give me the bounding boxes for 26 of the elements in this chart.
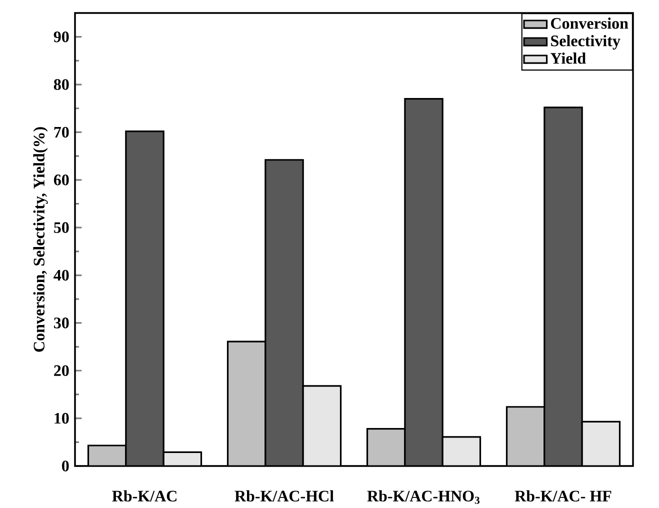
y-tick-label: 50 (54, 222, 69, 233)
y-tick-label: 80 (54, 79, 69, 90)
legend-label: Conversion (551, 18, 628, 29)
bar (303, 386, 341, 466)
y-tick-label: 30 (54, 318, 69, 328)
y-axis-title: Conversion, Selectivity, Yield(%) (33, 127, 48, 352)
x-tick-label: Rb-K/AC- HF (514, 490, 612, 502)
bar (126, 131, 164, 466)
y-tick-label: 60 (54, 174, 69, 186)
x-tick-label: Rb-K/AC-HCl (234, 490, 334, 502)
bar (367, 428, 405, 466)
bar (544, 106, 583, 466)
y-tick-label: 0 (62, 460, 69, 472)
x-tick-label: Rb-K/AC (112, 490, 176, 502)
bar (404, 98, 443, 466)
x-tick-label: Rb-K/AC-HNO$_{3}$ (367, 490, 480, 504)
bar (228, 342, 266, 466)
y-tick-label: 10 (54, 412, 69, 424)
legend-label: Yield (550, 52, 586, 64)
y-tick-label: 40 (54, 270, 69, 281)
y-tick-label: 90 (54, 31, 69, 42)
bar (265, 160, 304, 466)
legend-label: Selectivity (551, 35, 620, 50)
bar (442, 436, 480, 466)
y-tick-label: 20 (54, 365, 69, 376)
y-tick-label: 70 (54, 126, 69, 138)
